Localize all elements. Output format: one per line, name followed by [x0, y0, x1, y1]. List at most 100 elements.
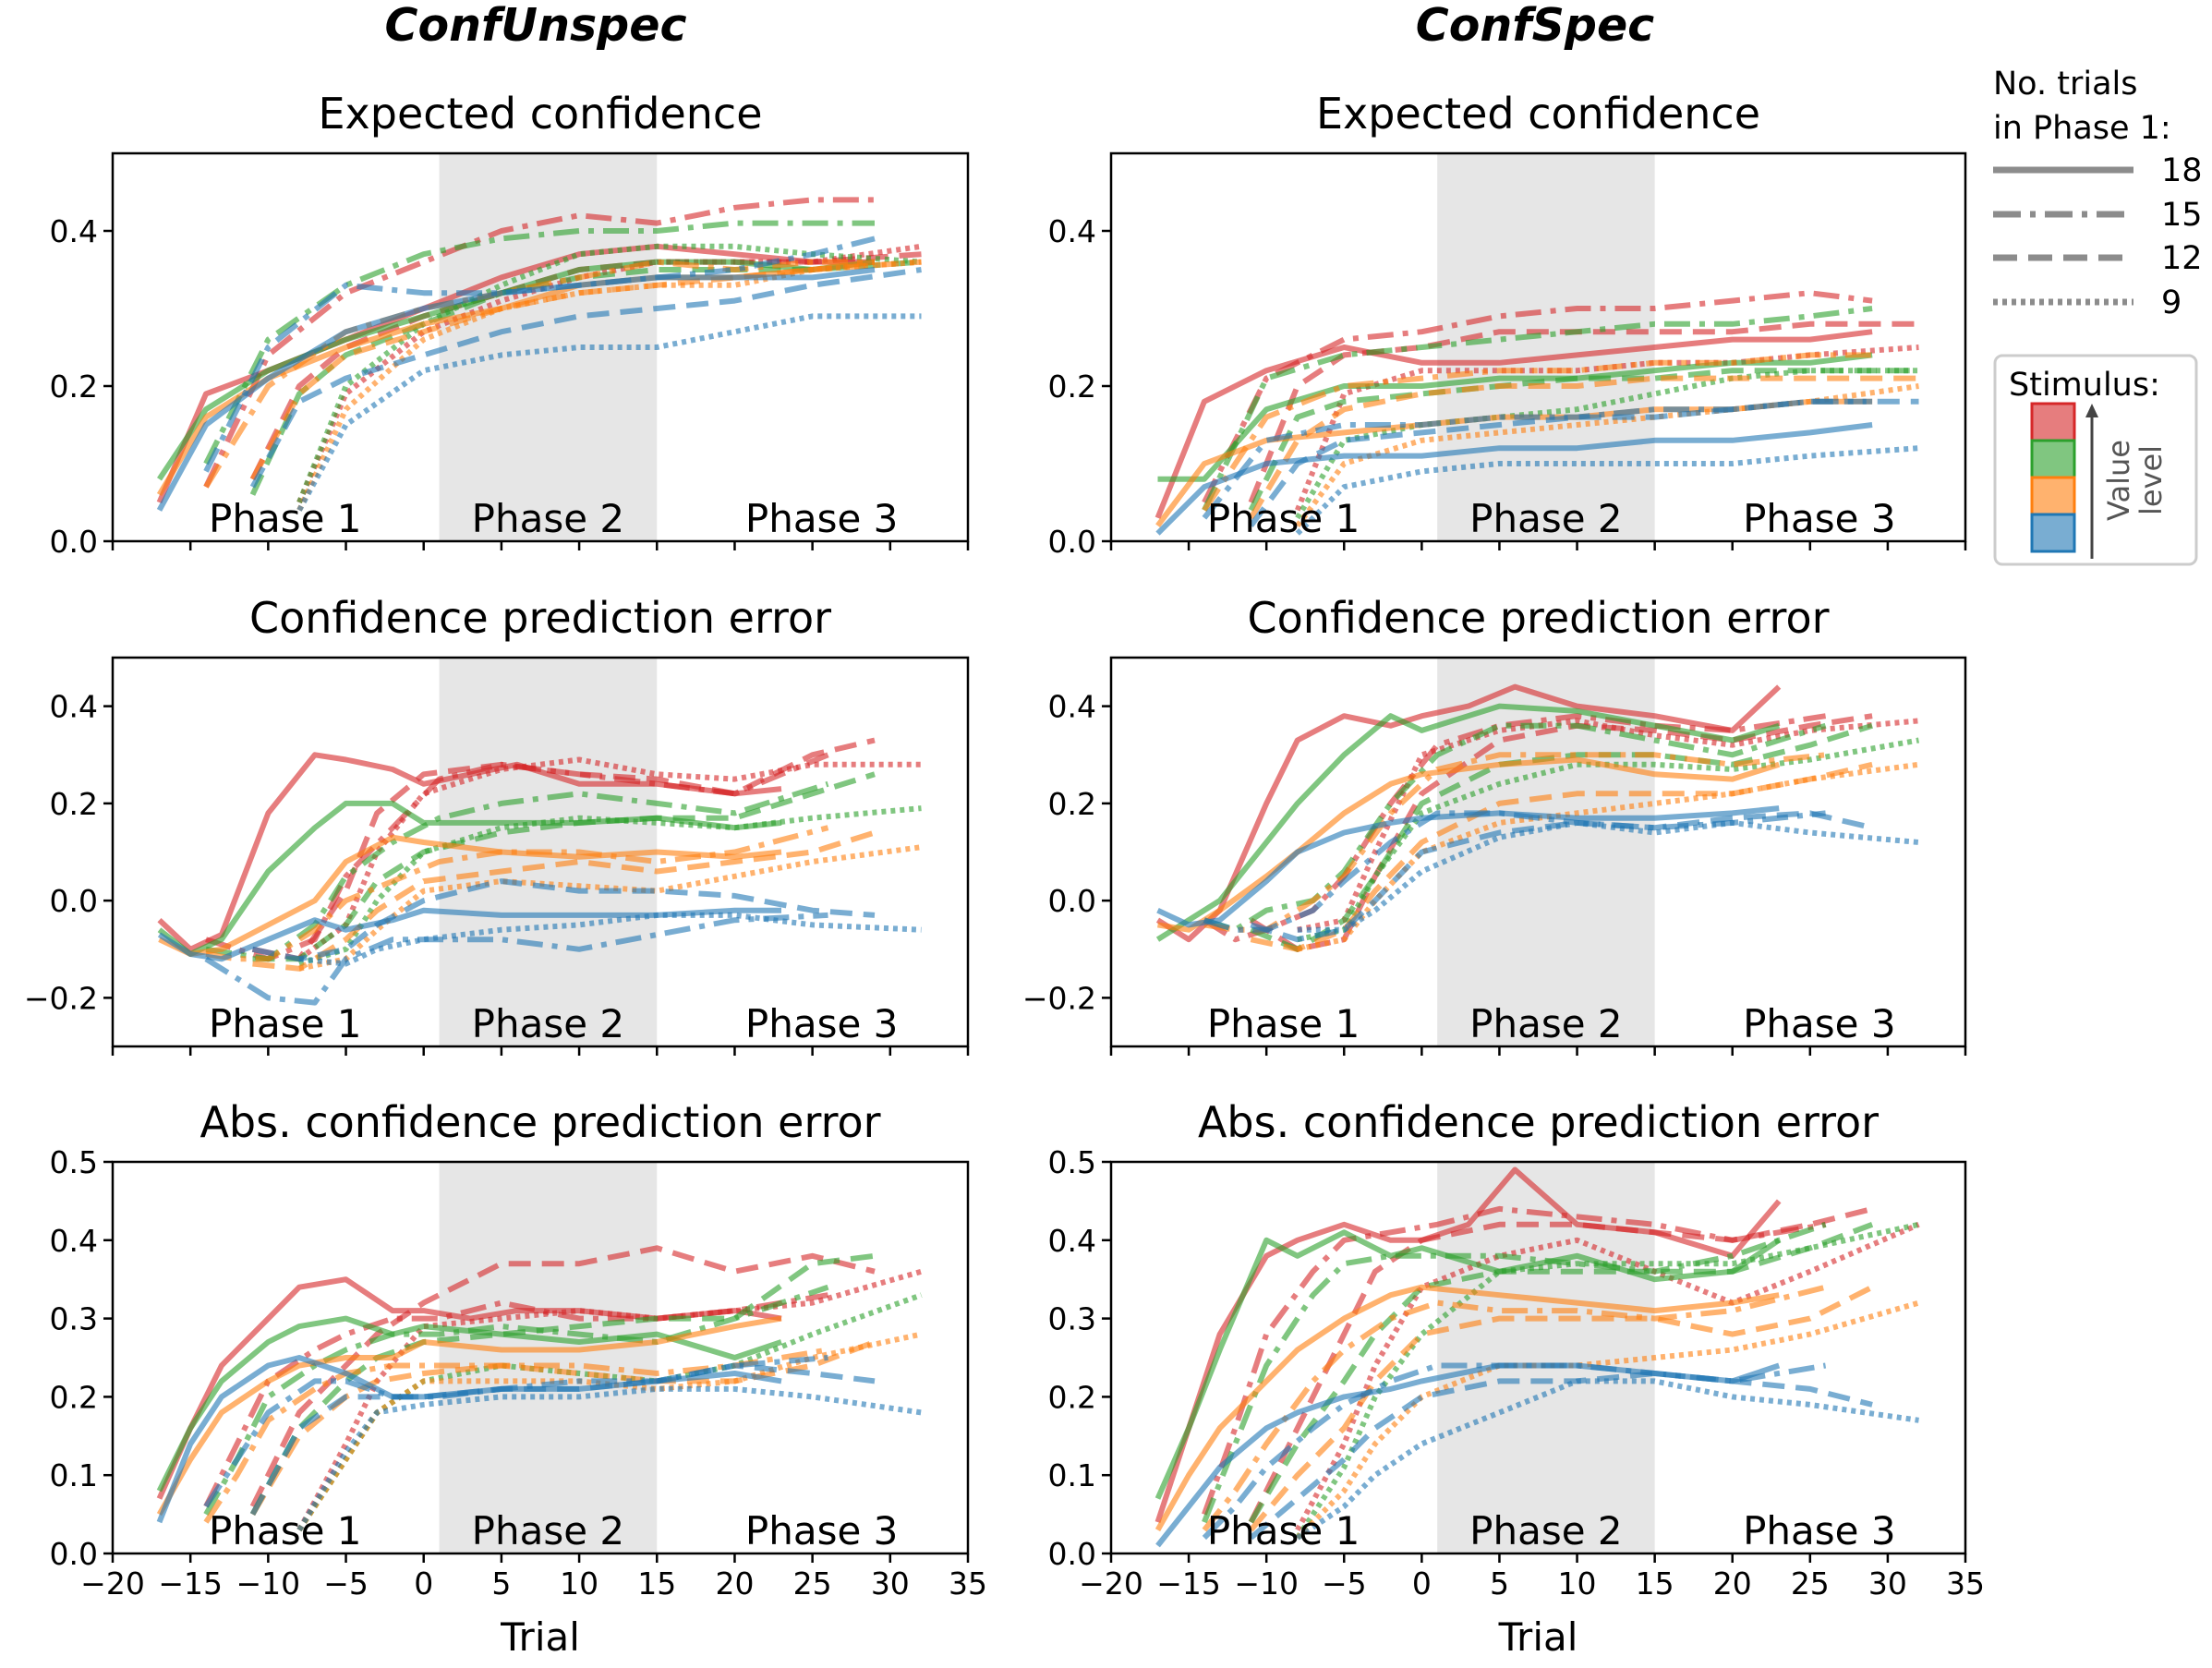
panel-title: Abs. confidence prediction error [199, 1097, 880, 1147]
series-line-dashed-3 [1248, 320, 1919, 504]
chart-panel-2: Expected confidence Phase 1 Phase 2 Phase 3… [1048, 89, 1967, 560]
x-tick-label: 5 [491, 1565, 511, 1602]
series-line-dotted-16 [1296, 1378, 1919, 1541]
phase-label-2: Phase 2 [1469, 1508, 1622, 1553]
x-tick-label: 5 [1490, 1565, 1509, 1602]
x-axis-label: Trial [1498, 1614, 1578, 1660]
series-line-dashed-15 [249, 267, 922, 489]
series-line-solid-9 [1157, 756, 1781, 933]
series-group [1154, 290, 1919, 536]
x-tick-label: 30 [1868, 1565, 1907, 1602]
phase-label-2: Phase 2 [1469, 496, 1622, 541]
legend-stimulus-title: Stimulus: [2009, 367, 2160, 404]
phase-label-1: Phase 1 [209, 496, 361, 541]
y-tick-label: 0.4 [1048, 1223, 1096, 1259]
series-line-solid-9 [1154, 1284, 1780, 1532]
series-line-dashdot-6 [1203, 722, 1827, 933]
phase-label-1: Phase 1 [1207, 496, 1360, 541]
legend-stimulus: Stimulus: Value level [1993, 354, 2198, 566]
y-tick-label: 0.4 [1048, 213, 1096, 249]
y-tick-label: 0.2 [1048, 1379, 1096, 1415]
x-tick-label: 35 [1946, 1565, 1985, 1602]
series-line-dashed-7 [1248, 368, 1919, 512]
chart-panel-3: Confidence prediction error Phase 1 Phase … [24, 593, 970, 1056]
chart-panel-6: Abs. confidence prediction error Phase 1 P… [1048, 1097, 1985, 1660]
series-line-dashdot-2 [1202, 1205, 1827, 1516]
series-line-dotted-8 [1295, 368, 1919, 520]
series-line-dotted-8 [296, 243, 922, 504]
legend-value-label-line1: Value [2101, 440, 2136, 521]
panel-frame [111, 1160, 970, 1555]
x-tick-label: −20 [80, 1565, 145, 1602]
y-tick-label: −0.2 [1022, 980, 1096, 1016]
y-tick-label: 0.4 [50, 689, 98, 725]
phase2-band [1437, 153, 1655, 541]
phase-label-2: Phase 2 [472, 1001, 624, 1046]
series-line-dotted-4 [1297, 718, 1919, 933]
series-line-solid-13 [1156, 805, 1780, 928]
series-line-solid-9 [156, 1315, 782, 1517]
phase-label-3: Phase 3 [745, 496, 898, 541]
series-line-dashdot-2 [203, 197, 875, 489]
y-tick-label: 0.3 [1048, 1301, 1096, 1337]
phase-label-3: Phase 3 [1743, 1508, 1895, 1553]
y-tick-label: 0.0 [50, 524, 98, 560]
series-line-dashdot-10 [203, 259, 875, 489]
y-tick-label: 0.1 [50, 1457, 98, 1493]
y-tick-label: 0.2 [50, 369, 98, 405]
phase-label-2: Phase 2 [472, 496, 624, 541]
y-tick-label: 0.2 [50, 1379, 98, 1415]
series-line-dotted-8 [1295, 1221, 1920, 1540]
x-tick-label: 20 [1713, 1565, 1752, 1602]
x-tick-label: −10 [1234, 1565, 1299, 1602]
phase-label-1: Phase 1 [1207, 1508, 1360, 1553]
series-line-solid-1 [157, 752, 782, 952]
y-tick-label: 0.4 [50, 1223, 98, 1259]
x-tick-label: 0 [1412, 1565, 1432, 1602]
series-line-solid-1 [156, 243, 875, 504]
series-line-dashdot-14 [203, 1355, 828, 1508]
x-tick-label: 15 [1636, 1565, 1674, 1602]
y-tick-label: −0.2 [24, 980, 98, 1016]
legend-swatch-red [2030, 402, 2076, 442]
series-line-dashdot-14 [203, 236, 876, 473]
y-tick-label: 0.5 [50, 1144, 98, 1180]
series-group [1154, 1166, 1920, 1548]
phase-label-1: Phase 1 [209, 1001, 361, 1046]
y-tick-label: 0.2 [1048, 369, 1096, 405]
series-line-solid-1 [1154, 1166, 1782, 1524]
phase2-band [439, 153, 658, 541]
series-line-dashed-7 [249, 1252, 876, 1517]
phase-label-3: Phase 3 [745, 1001, 898, 1046]
series-line-dashed-15 [1249, 398, 1919, 528]
panel-frame [1109, 1160, 1967, 1555]
series-line-dotted-16 [1295, 445, 1919, 536]
panel-frame [1109, 656, 1967, 1048]
series-line-solid-13 [1155, 422, 1873, 536]
series-line-dashed-11 [252, 829, 876, 972]
y-tick-label: 0.4 [50, 213, 98, 249]
panels: Expected confidence Phase 1 Phase 2 Phase 3… [24, 89, 1985, 1660]
series-line-dashed-3 [249, 1245, 876, 1508]
series-line-dashdot-10 [205, 825, 829, 962]
panel-frame [1109, 151, 1967, 543]
panel-frame [111, 656, 970, 1048]
x-tick-label: 25 [793, 1565, 832, 1602]
legend-value-label-line2: level [2133, 445, 2169, 515]
series-group [156, 197, 922, 512]
x-tick-label: −20 [1079, 1565, 1143, 1602]
series-line-dashdot-14 [1202, 1362, 1827, 1541]
panel-title: Confidence prediction error [249, 593, 831, 643]
series-line-dashed-11 [1248, 375, 1919, 520]
series-line-dashed-15 [1249, 1371, 1873, 1541]
series-group [156, 1245, 923, 1532]
y-tick-label: 0.0 [50, 1536, 98, 1572]
series-line-dashdot-6 [203, 220, 875, 465]
legend-trials-title-line1: No. trials [1993, 66, 2137, 103]
series-line-solid-1 [1154, 329, 1873, 519]
panel-title: Confidence prediction error [1247, 593, 1829, 643]
y-tick-label: 0.2 [50, 786, 98, 822]
x-axis-label: Trial [500, 1614, 580, 1660]
phase-label-3: Phase 3 [1743, 1001, 1895, 1046]
x-tick-label: −15 [158, 1565, 223, 1602]
